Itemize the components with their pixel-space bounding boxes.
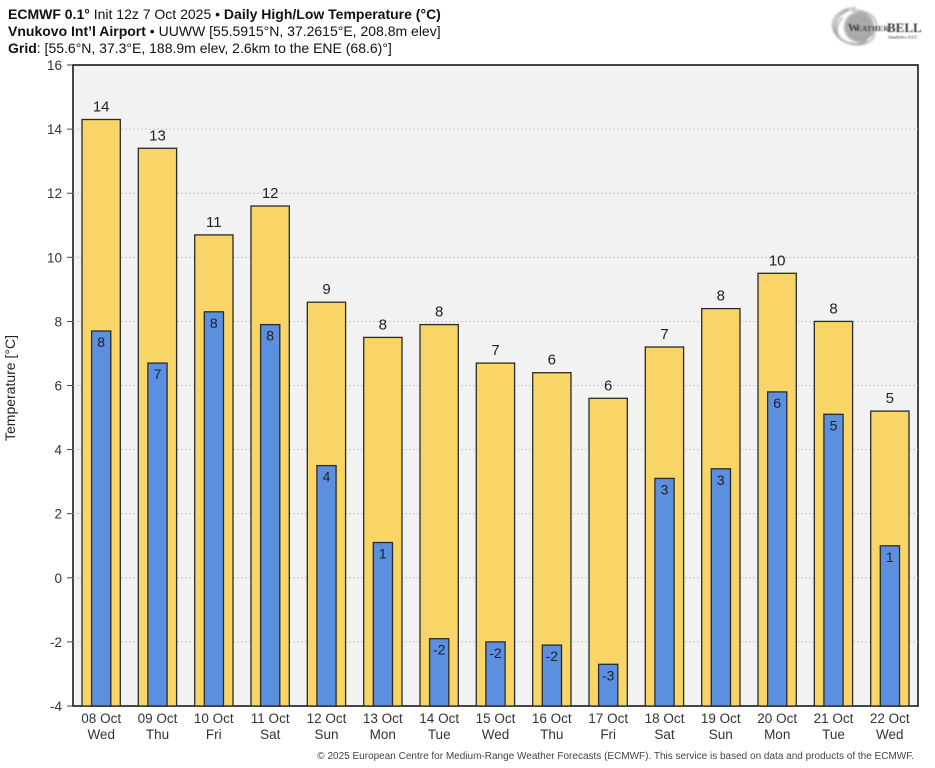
svg-text:1: 1 bbox=[379, 546, 387, 562]
svg-text:12: 12 bbox=[262, 185, 279, 202]
svg-text:8: 8 bbox=[435, 304, 443, 321]
svg-text:Tue: Tue bbox=[428, 727, 451, 742]
svg-text:09 Oct: 09 Oct bbox=[138, 711, 178, 726]
svg-text:14 Oct: 14 Oct bbox=[419, 711, 459, 726]
svg-text:12: 12 bbox=[47, 186, 62, 201]
svg-text:22 Oct: 22 Oct bbox=[870, 711, 910, 726]
svg-text:8: 8 bbox=[829, 300, 837, 317]
svg-text:Wed: Wed bbox=[87, 727, 115, 742]
svg-text:14: 14 bbox=[93, 99, 110, 116]
svg-text:1: 1 bbox=[886, 549, 894, 565]
svg-text:Wed: Wed bbox=[876, 727, 904, 742]
svg-text:17 Oct: 17 Oct bbox=[588, 711, 628, 726]
svg-text:3: 3 bbox=[717, 472, 725, 488]
svg-text:8: 8 bbox=[210, 315, 218, 331]
svg-text:Mon: Mon bbox=[370, 727, 396, 742]
svg-text:Thu: Thu bbox=[540, 727, 563, 742]
svg-text:12 Oct: 12 Oct bbox=[307, 711, 347, 726]
svg-text:5: 5 bbox=[830, 417, 838, 433]
svg-text:8: 8 bbox=[717, 288, 725, 305]
svg-text:6: 6 bbox=[54, 379, 62, 394]
svg-text:13 Oct: 13 Oct bbox=[363, 711, 403, 726]
svg-text:-2: -2 bbox=[433, 642, 446, 658]
svg-text:4: 4 bbox=[54, 443, 62, 458]
svg-text:6: 6 bbox=[604, 377, 612, 394]
svg-text:Wed: Wed bbox=[482, 727, 510, 742]
svg-text:6: 6 bbox=[548, 352, 556, 369]
svg-text:4: 4 bbox=[323, 469, 331, 485]
svg-text:08 Oct: 08 Oct bbox=[81, 711, 121, 726]
svg-text:14: 14 bbox=[47, 122, 63, 137]
svg-text:6: 6 bbox=[773, 395, 781, 411]
svg-text:8: 8 bbox=[379, 316, 387, 333]
svg-text:20 Oct: 20 Oct bbox=[757, 711, 797, 726]
svg-text:16 Oct: 16 Oct bbox=[532, 711, 572, 726]
svg-text:-3: -3 bbox=[602, 667, 615, 683]
svg-text:Sun: Sun bbox=[314, 727, 338, 742]
svg-text:Sun: Sun bbox=[709, 727, 733, 742]
svg-text:11 Oct: 11 Oct bbox=[251, 711, 290, 726]
svg-text:10: 10 bbox=[769, 252, 786, 269]
svg-text:11: 11 bbox=[206, 214, 222, 231]
svg-text:-2: -2 bbox=[489, 645, 502, 661]
svg-text:-4: -4 bbox=[50, 699, 62, 714]
svg-text:15 Oct: 15 Oct bbox=[476, 711, 516, 726]
svg-text:10: 10 bbox=[47, 250, 62, 265]
svg-text:16: 16 bbox=[47, 58, 62, 73]
svg-text:9: 9 bbox=[322, 281, 330, 298]
svg-text:8: 8 bbox=[266, 328, 274, 344]
svg-text:3: 3 bbox=[661, 481, 669, 497]
svg-text:Fri: Fri bbox=[206, 727, 222, 742]
svg-text:Fri: Fri bbox=[600, 727, 616, 742]
svg-text:19 Oct: 19 Oct bbox=[701, 711, 741, 726]
svg-text:Sat: Sat bbox=[260, 727, 281, 742]
svg-text:13: 13 bbox=[149, 127, 166, 144]
svg-text:Mon: Mon bbox=[764, 727, 790, 742]
svg-text:21 Oct: 21 Oct bbox=[814, 711, 854, 726]
svg-text:Sat: Sat bbox=[654, 727, 675, 742]
svg-text:5: 5 bbox=[886, 390, 894, 407]
svg-text:-2: -2 bbox=[50, 635, 62, 650]
svg-text:2: 2 bbox=[54, 507, 62, 522]
svg-text:7: 7 bbox=[660, 326, 668, 343]
svg-text:-2: -2 bbox=[546, 648, 559, 664]
svg-text:Thu: Thu bbox=[146, 727, 169, 742]
svg-text:0: 0 bbox=[54, 571, 62, 586]
svg-text:7: 7 bbox=[154, 366, 162, 382]
svg-text:18 Oct: 18 Oct bbox=[645, 711, 685, 726]
svg-text:8: 8 bbox=[54, 314, 62, 329]
svg-text:10 Oct: 10 Oct bbox=[194, 711, 234, 726]
svg-text:8: 8 bbox=[97, 334, 105, 350]
svg-text:Tue: Tue bbox=[822, 727, 845, 742]
svg-text:7: 7 bbox=[491, 342, 499, 359]
